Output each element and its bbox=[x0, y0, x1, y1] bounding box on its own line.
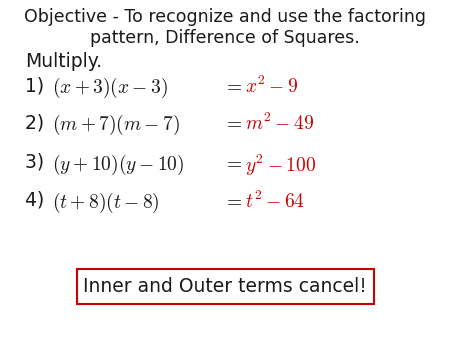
Text: Objective - To recognize and use the factoring: Objective - To recognize and use the fac… bbox=[24, 8, 426, 26]
Text: 2): 2) bbox=[25, 113, 50, 132]
Text: $x^{2}-9$: $x^{2}-9$ bbox=[245, 76, 299, 97]
Text: $=$: $=$ bbox=[223, 76, 242, 95]
Text: $y^{2}-100$: $y^{2}-100$ bbox=[245, 153, 316, 178]
Text: $(y+10)(y-10)$: $(y+10)(y-10)$ bbox=[52, 153, 184, 177]
Text: 4): 4) bbox=[25, 191, 50, 210]
Text: $t^{2}-64$: $t^{2}-64$ bbox=[245, 191, 305, 212]
Text: Multiply.: Multiply. bbox=[25, 52, 102, 71]
Text: $=$: $=$ bbox=[223, 113, 242, 132]
Text: $m^{2}-49$: $m^{2}-49$ bbox=[245, 113, 315, 135]
Text: 3): 3) bbox=[25, 153, 50, 172]
Text: $=$: $=$ bbox=[223, 153, 242, 172]
Text: $(x+3)(x-3)$: $(x+3)(x-3)$ bbox=[52, 76, 168, 100]
Text: 1): 1) bbox=[25, 76, 50, 95]
Text: $(t+8)(t-8)$: $(t+8)(t-8)$ bbox=[52, 191, 159, 215]
FancyBboxPatch shape bbox=[76, 269, 373, 304]
Text: Inner and Outer terms cancel!: Inner and Outer terms cancel! bbox=[83, 277, 367, 296]
Text: $(m+7)(m-7)$: $(m+7)(m-7)$ bbox=[52, 113, 180, 137]
Text: $=$: $=$ bbox=[223, 191, 242, 210]
Text: pattern, Difference of Squares.: pattern, Difference of Squares. bbox=[90, 29, 360, 47]
